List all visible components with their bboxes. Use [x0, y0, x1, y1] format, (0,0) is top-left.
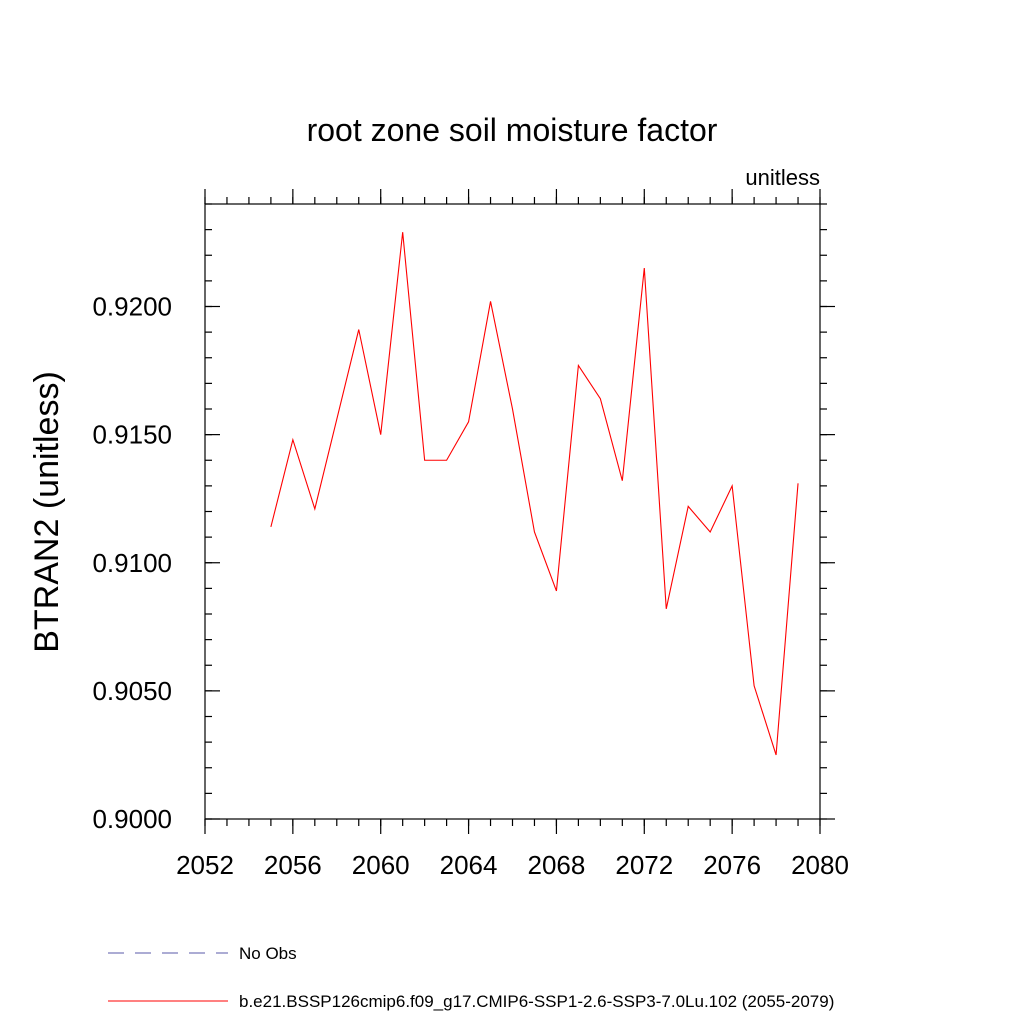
x-tick-label: 2056: [264, 850, 322, 880]
series-group: [270, 232, 799, 756]
x-tick-label: 2068: [528, 850, 586, 880]
y-tick-label: 0.9000: [92, 804, 172, 834]
plot-frame: [204, 203, 821, 820]
legend-label: No Obs: [239, 944, 297, 963]
x-tick-label: 2080: [791, 850, 849, 880]
chart-title: root zone soil moisture factor: [307, 112, 718, 148]
y-tick-label: 0.9200: [92, 292, 172, 322]
axis-ticks: [204, 189, 835, 834]
y-tick-label: 0.9100: [92, 548, 172, 578]
x-tick-label: 2060: [352, 850, 410, 880]
x-tick-label: 2052: [176, 850, 234, 880]
y-tick-label: 0.9150: [92, 420, 172, 450]
y-tick-label: 0.9050: [92, 676, 172, 706]
tick-labels: 2052 2056 2060 2064 2068 2072 2076 2080 0.9000 0.…: [92, 292, 848, 881]
series-line: [270, 232, 799, 756]
x-tick-label: 2064: [440, 850, 498, 880]
legend: No Obs b.e21.BSSP126cmip6.f09_g17.CMIP6-S…: [108, 944, 834, 1011]
y-axis-label: BTRAN2 (unitless): [28, 371, 66, 653]
x-tick-label: 2076: [703, 850, 761, 880]
x-tick-label: 2072: [615, 850, 673, 880]
units-label: unitless: [745, 165, 820, 190]
legend-label: b.e21.BSSP126cmip6.f09_g17.CMIP6-SSP1-2.…: [239, 992, 834, 1011]
